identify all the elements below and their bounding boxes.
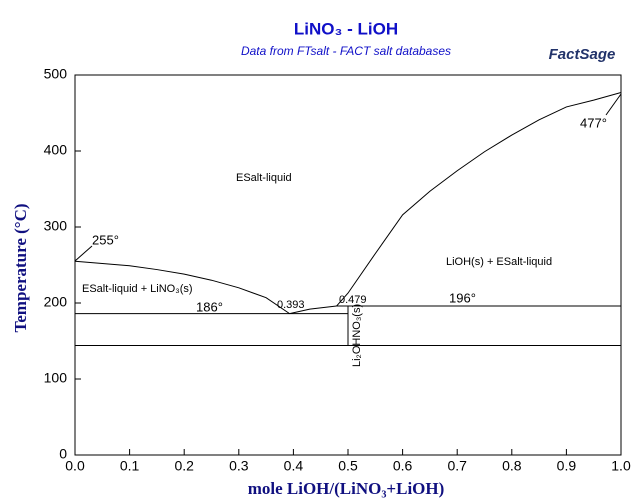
y-tick-label: 0 [59,446,67,462]
phase-boundary [336,91,622,307]
x-tick-label: 0.6 [393,458,413,474]
y-tick-label: 400 [44,142,68,158]
x-tick-label: 0.1 [120,458,140,474]
y-tick-label: 500 [44,66,68,82]
annotation: 196° [449,290,476,305]
chart-subtitle: Data from FTsalt - FACT salt databases [241,44,451,58]
x-tick-label: 0.5 [338,458,358,474]
x-tick-label: 0.4 [284,458,304,474]
leader-line [605,93,622,116]
annotation: 255° [92,232,119,247]
y-tick-label: 100 [44,370,68,386]
x-tick-label: 0.0 [65,458,85,474]
x-axis-label: mole LiOH/(LiNO₃+LiOH) [248,479,445,498]
logo: FactSage [549,46,616,63]
x-tick-label: 1.0 [611,458,631,474]
annotation: LiOH(s) + ESalt-liquid [446,256,552,268]
x-tick-label: 0.8 [502,458,522,474]
phase-boundary [74,260,290,315]
x-tick-label: 0.2 [174,458,194,474]
annotation: 0.393 [277,299,305,311]
y-tick-label: 300 [44,218,68,234]
annotation: 0.479 [339,294,367,306]
annotation: ESalt-liquid + LiNO₃(s) [82,283,193,295]
y-axis-label: Temperature (°C) [11,203,30,332]
annotation: ESalt-liquid [236,172,292,184]
phase-boundary [289,305,337,315]
y-tick-label: 200 [44,294,68,310]
x-tick-label: 0.7 [447,458,467,474]
chart-title: LiNO₃ - LiOH [294,19,398,38]
annotation: 477° [580,115,607,130]
x-tick-label: 0.3 [229,458,249,474]
x-tick-label: 0.9 [557,458,577,474]
leader-line [74,245,93,262]
annotation: Li₂OHNO₃(s) [351,304,363,367]
annotation: 186° [196,299,223,314]
